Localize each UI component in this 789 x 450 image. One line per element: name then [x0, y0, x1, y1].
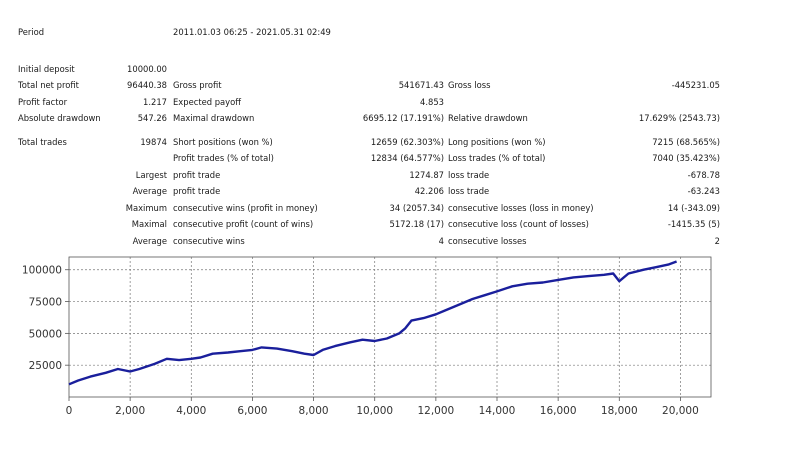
largest-profit-value: 1274.87: [409, 170, 444, 180]
balance-series-line: [68, 260, 678, 386]
gross-profit-value: 541671.43: [398, 80, 444, 90]
gross-loss-value: -445231.05: [671, 80, 720, 90]
total-trades-value: 19874: [140, 137, 167, 147]
chart-plot-frame: [68, 256, 712, 398]
max-consec-losses-value: 14 (-343.09): [667, 203, 720, 213]
x-tick-label: 4,000: [176, 405, 206, 417]
x-tick-label: 0: [66, 405, 73, 417]
short-positions-label: Short positions (won %): [173, 137, 273, 147]
x-tick-label: 2,000: [115, 405, 145, 417]
expected-payoff-label: Expected payoff: [173, 97, 242, 107]
period-value: 2011.01.03 06:25 - 2021.05.31 02:49: [173, 27, 331, 37]
avg-consec-wins-label: consecutive wins: [173, 236, 245, 246]
max-consec-losses-label: consecutive losses (loss in money): [448, 203, 594, 213]
max-consec-wins-value: 34 (2057.34): [389, 203, 445, 213]
x-tick-label: 6,000: [237, 405, 267, 417]
largest-loss-value: -678.78: [687, 170, 720, 180]
largest-profit-label: profit trade: [173, 170, 221, 180]
x-tick-label: 20,000: [662, 405, 699, 417]
relative-drawdown-label: Relative drawdown: [448, 113, 528, 123]
gross-profit-label: Gross profit: [173, 80, 222, 90]
largest-label: Largest: [135, 170, 167, 180]
long-positions-label: Long positions (won %): [448, 137, 546, 147]
absolute-drawdown-value: 547.26: [137, 113, 167, 123]
x-tick-label: 10,000: [356, 405, 393, 417]
y-tick-label: 100000: [22, 265, 62, 277]
chart-x-ticks: 0 2,000 4,000 6,000 8,000 10,000 12,000 14,000 1…: [66, 397, 699, 417]
maximum-label: Maximum: [125, 203, 167, 213]
y-tick-label: 25000: [29, 360, 62, 372]
max-consec-wins-label: consecutive wins (profit in money): [173, 203, 318, 213]
chart-y-ticks: 25000 50000 75000 100000: [22, 265, 69, 372]
average-loss-label: loss trade: [448, 186, 490, 196]
average-profit-label: profit trade: [173, 186, 221, 196]
maximal-consec-loss-value: -1415.35 (5): [667, 219, 720, 229]
maximal-drawdown-label: Maximal drawdown: [173, 113, 255, 123]
initial-deposit-value: 10000.00: [127, 64, 167, 74]
maximal-consec-profit-label: consecutive profit (count of wins): [173, 219, 314, 229]
loss-trades-value: 7040 (35.423%): [652, 153, 720, 163]
x-tick-label: 18,000: [601, 405, 638, 417]
average-loss-value: -63.243: [687, 186, 720, 196]
maximal-label: Maximal: [131, 219, 167, 229]
avg-consec-wins-value: 4: [438, 236, 444, 246]
maximal-consec-loss-label: consecutive loss (count of losses): [448, 219, 589, 229]
absolute-drawdown-label: Absolute drawdown: [18, 113, 101, 123]
x-tick-label: 16,000: [540, 405, 577, 417]
chart-grid: [69, 257, 711, 397]
gross-loss-label: Gross loss: [448, 80, 491, 90]
expected-payoff-value: 4.853: [420, 97, 444, 107]
short-positions-value: 12659 (62.303%): [370, 137, 444, 147]
maximal-drawdown-value: 6695.12 (17.191%): [362, 113, 444, 123]
profit-factor-label: Profit factor: [18, 97, 68, 107]
avg-consec-losses-value: 2: [714, 236, 720, 246]
profit-factor-value: 1.217: [143, 97, 167, 107]
y-tick-label: 50000: [29, 328, 62, 340]
total-net-profit-label: Total net profit: [18, 80, 79, 90]
largest-loss-label: loss trade: [448, 170, 490, 180]
x-tick-label: 14,000: [479, 405, 516, 417]
average-profit-value: 42.206: [414, 186, 444, 196]
loss-trades-label: Loss trades (% of total): [448, 153, 546, 163]
avg-consec-losses-label: consecutive losses: [448, 236, 527, 246]
profit-trades-label: Profit trades (% of total): [173, 153, 274, 163]
chart-series-group: [68, 260, 678, 386]
maximal-consec-profit-value: 5172.18 (17): [389, 219, 445, 229]
profit-trades-value: 12834 (64.577%): [370, 153, 444, 163]
x-tick-label: 8,000: [299, 405, 329, 417]
total-net-profit-value: 96440.38: [127, 80, 167, 90]
initial-deposit-label: Initial deposit: [18, 64, 75, 74]
x-tick-label: 12,000: [417, 405, 454, 417]
long-positions-value: 7215 (68.565%): [652, 137, 720, 147]
y-tick-label: 75000: [29, 297, 62, 309]
average2-label: Average: [132, 236, 167, 246]
period-label: Period: [18, 27, 45, 37]
relative-drawdown-value: 17.629% (2543.73): [638, 113, 720, 123]
total-trades-label: Total trades: [18, 137, 67, 147]
average-label: Average: [132, 186, 167, 196]
